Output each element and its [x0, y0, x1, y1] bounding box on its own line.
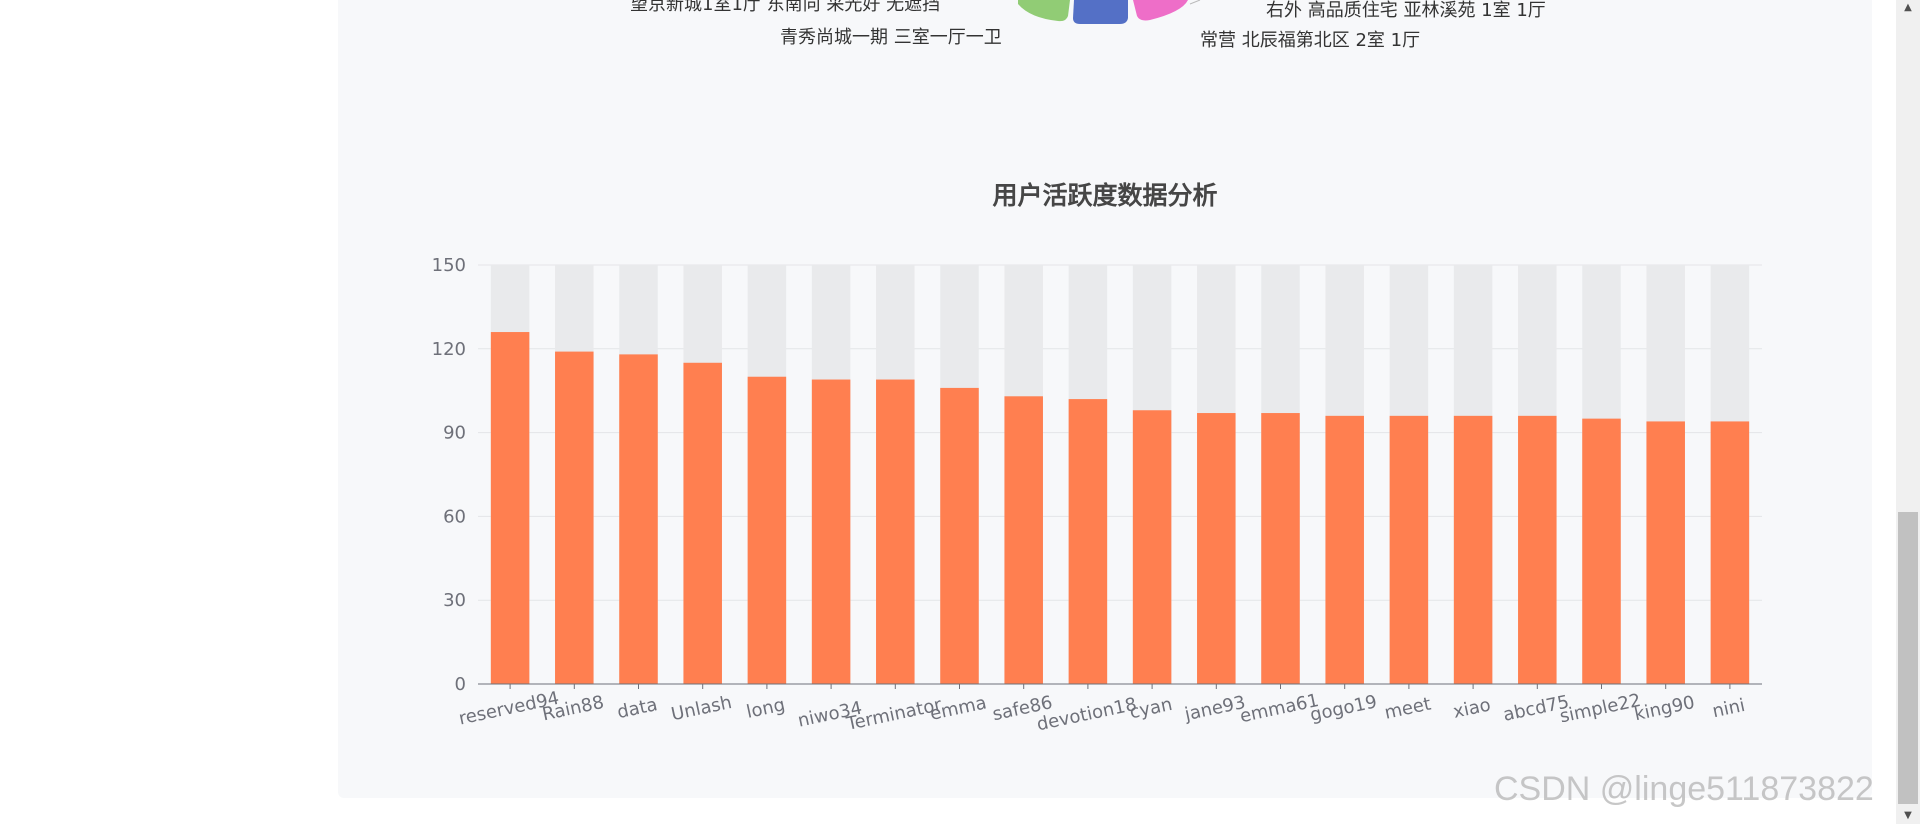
bar [1453, 415, 1493, 684]
vertical-scrollbar[interactable]: ▲ ▼ [1896, 0, 1920, 824]
scroll-down-arrow-icon[interactable]: ▼ [1904, 810, 1912, 821]
y-tick-label: 0 [455, 674, 466, 695]
pie-label-youwai: 右外 高品质住宅 亚林溪苑 1室 1厅 [1266, 0, 1546, 21]
x-tick-label: king90 [1632, 692, 1696, 725]
pie-slice-blue [1073, 0, 1128, 24]
y-tick-label: 90 [443, 423, 466, 444]
x-tick-label: gogo19 [1308, 691, 1379, 726]
chart-title: 用户活跃度数据分析 [992, 181, 1218, 210]
pie-chart-fragment [1018, 0, 1201, 24]
pie-label-wangjing: 望京新城1室1厅 东南向 采光好 无遮挡 [630, 0, 941, 15]
bar [490, 332, 530, 684]
y-tick-label: 150 [432, 255, 466, 276]
bar [1132, 410, 1172, 684]
x-tick-label: Unlash [669, 692, 733, 725]
bar [940, 387, 979, 684]
x-tick-label: long [745, 694, 787, 723]
x-tick-label: data [615, 694, 659, 723]
pie-label-changying: 常营 北辰福第北区 2室 1厅 [1200, 30, 1421, 51]
bar [1518, 415, 1557, 684]
bar [747, 376, 787, 684]
bar [683, 362, 722, 684]
bar [1710, 421, 1750, 684]
bar [811, 379, 851, 684]
y-tick-label: 60 [443, 506, 466, 527]
pie-slice-pink [1133, 0, 1188, 21]
bar [1646, 421, 1685, 684]
pie-slice-green [1018, 0, 1070, 22]
bar [1068, 399, 1108, 684]
x-tick-label: xiao [1451, 694, 1492, 722]
bar [1004, 396, 1043, 684]
bar [876, 379, 915, 684]
bar [1197, 413, 1236, 684]
bar [1582, 418, 1621, 684]
scroll-up-arrow-icon[interactable]: ▲ [1904, 2, 1912, 13]
scroll-thumb[interactable] [1898, 512, 1918, 804]
bar [1261, 413, 1300, 684]
bar [619, 354, 658, 684]
x-tick-label: nini [1711, 695, 1747, 722]
pie-label-qingxiu: 青秀尚城一期 三室一厅一卫 [780, 27, 1002, 48]
bar [555, 351, 594, 684]
csdn-watermark: CSDN @linge511873822 [1494, 770, 1874, 808]
x-tick-label: meet [1383, 693, 1433, 723]
y-tick-label: 30 [443, 590, 466, 611]
y-tick-label: 120 [432, 339, 466, 360]
x-tick-label: simple22 [1558, 690, 1643, 728]
bar [1325, 415, 1364, 684]
pie-label-line [1189, 0, 1201, 5]
bar [1389, 415, 1429, 684]
